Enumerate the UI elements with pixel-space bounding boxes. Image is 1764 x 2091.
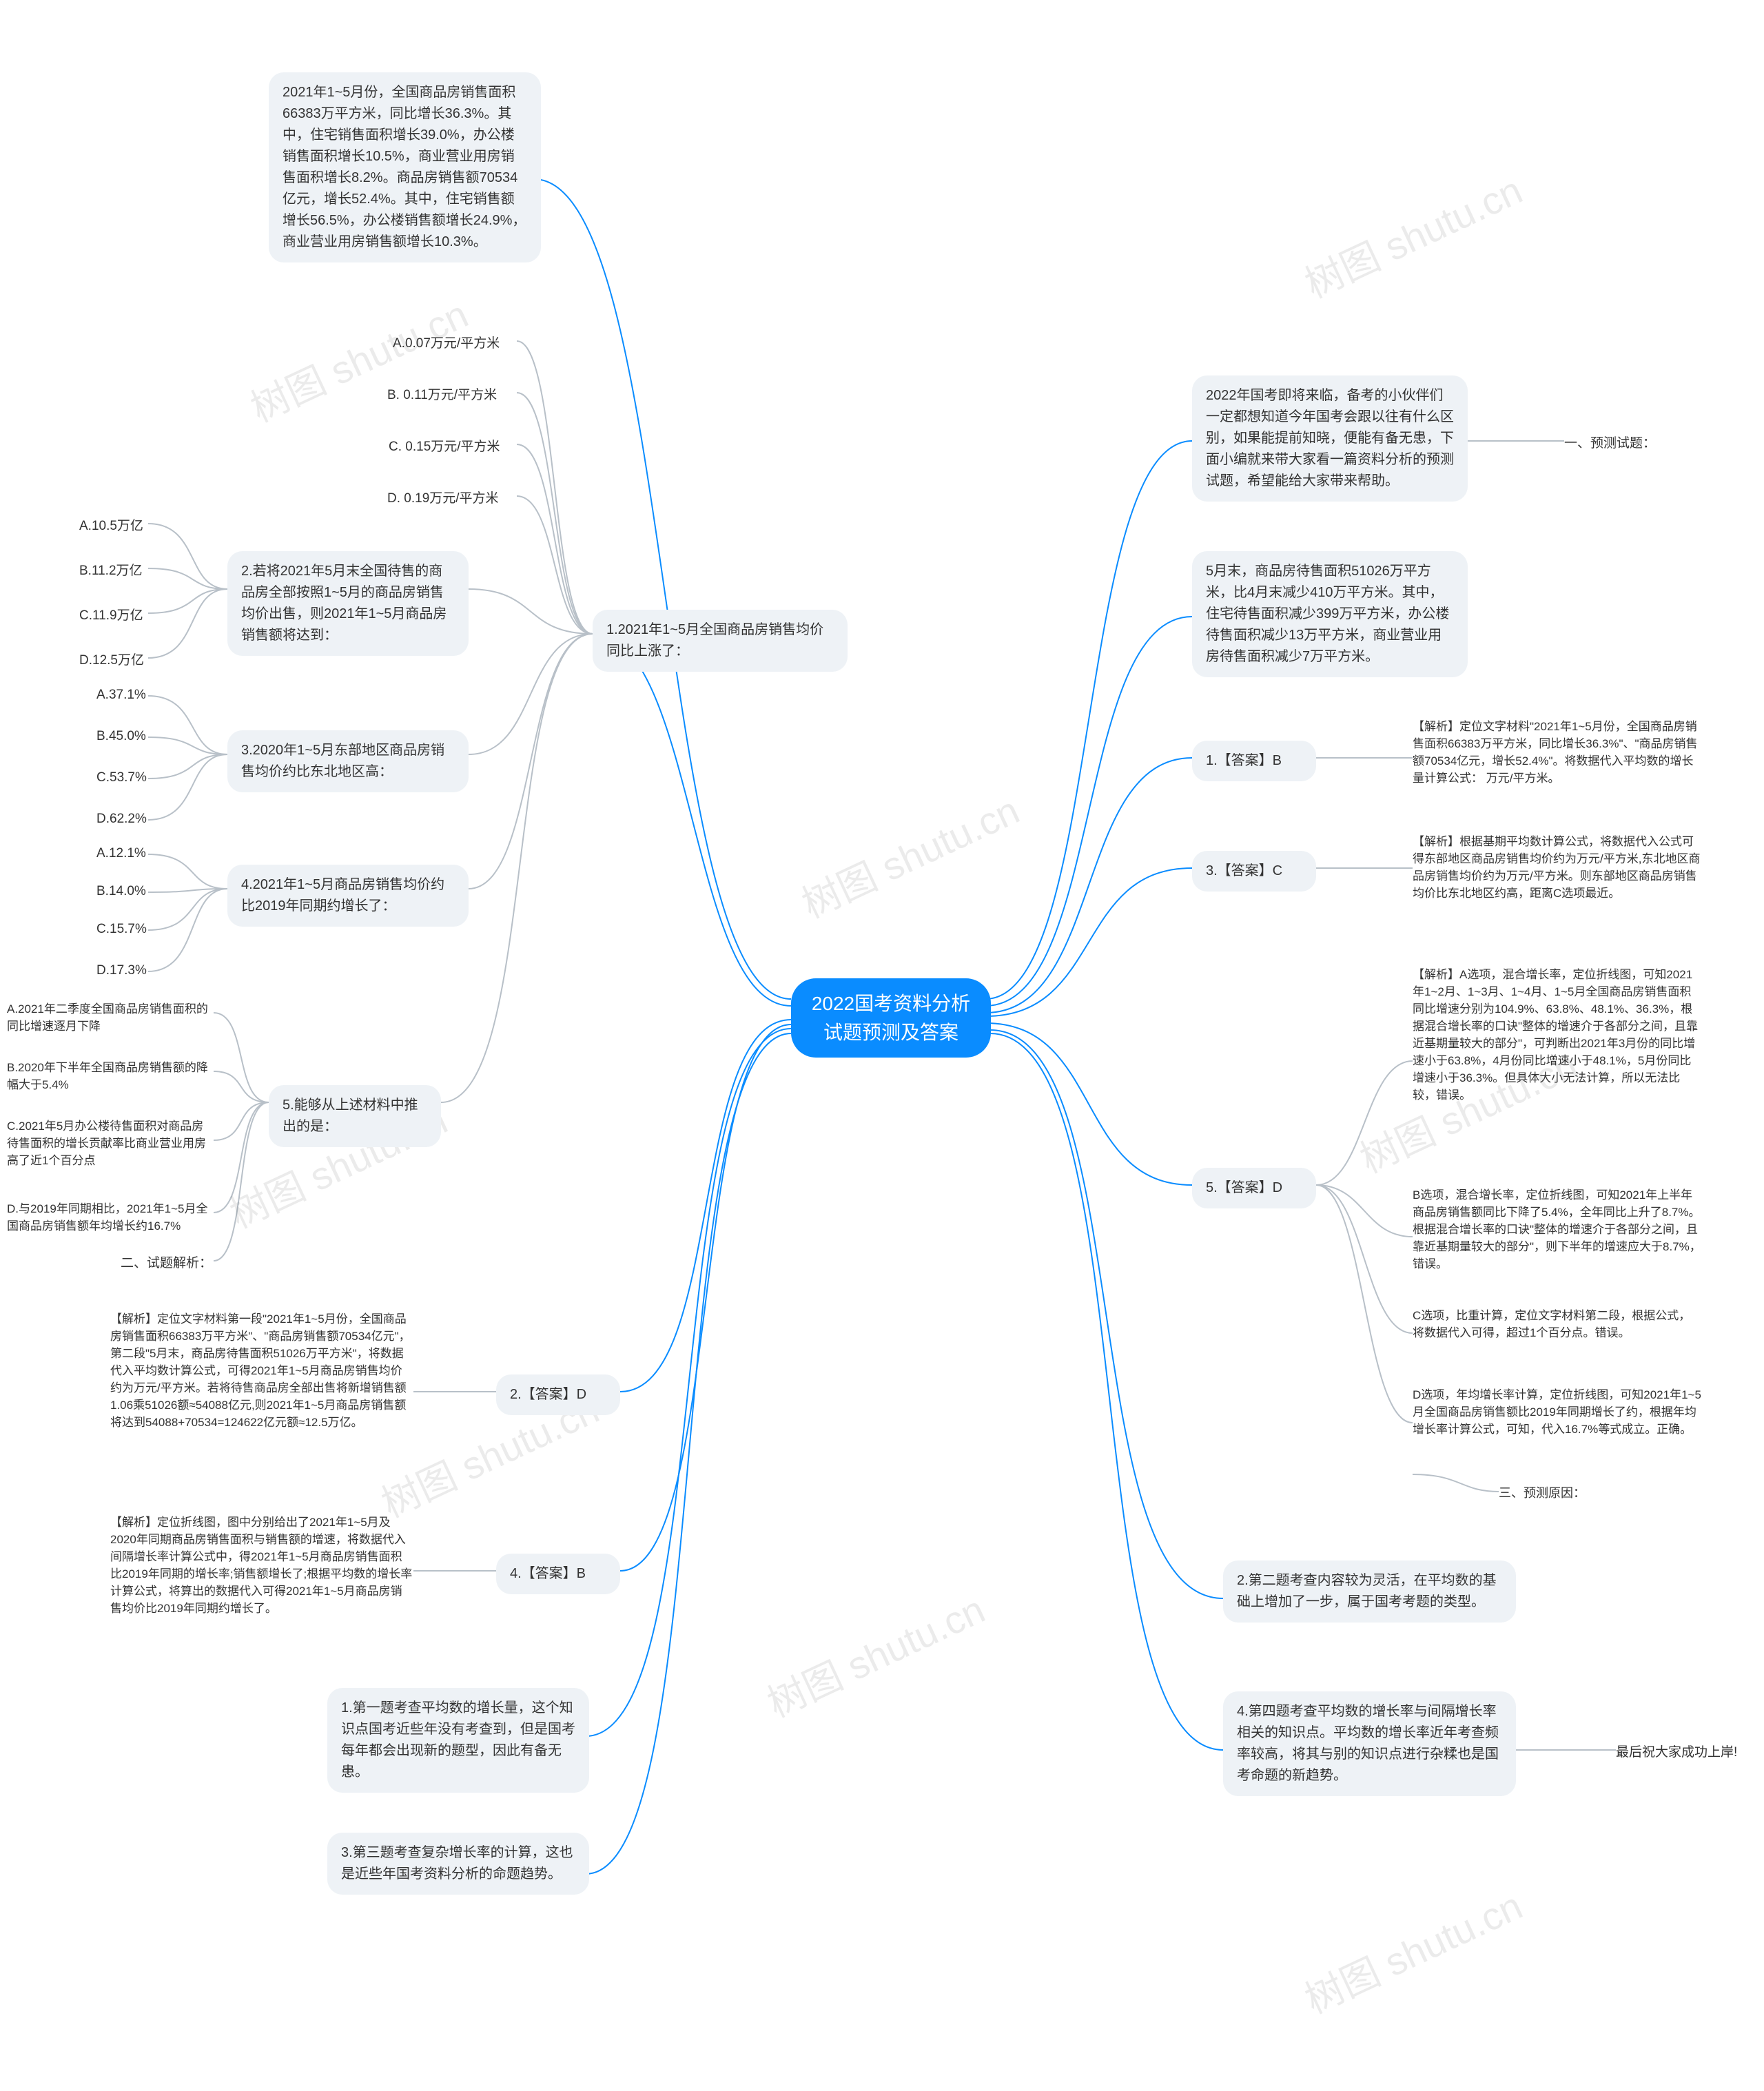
node-para-1[interactable]: 2021年1~5月份，全国商品房销售面积66383万平方米，同比增长36.3%。… [269,72,541,262]
leaf-q1-d: D. 0.19万元/平方米 [387,488,499,506]
node-reason-1[interactable]: 1.第一题考查平均数的增长量，这个知识点国考近些年没有考查到，但是国考每年都会出… [327,1688,589,1793]
node-answer-3[interactable]: 3.【答案】C [1192,851,1316,892]
leaf-q4-c: C.15.7% [96,922,147,937]
leaf-answer-5a: 【解析】A选项，混合增长率，定位折线图，可知2021年1~2月、1~3月、1~4… [1413,965,1702,1102]
leaf-answer-4-expl: 【解析】定位折线图，图中分别给出了2021年1~5月及2020年同期商品房销售面… [110,1512,413,1616]
root-node[interactable]: 2022国考资料分析试题预测及答案 [791,978,991,1058]
leaf-q3-c: C.53.7% [96,770,147,785]
leaf-q2-b: B.11.2万亿 [79,560,143,579]
leaf-answer-5c: C选项，比重计算，定位文字材料第二段，根据公式，将数据代入可得，超过1个百分点。… [1413,1306,1702,1340]
node-answer-2[interactable]: 2.【答案】D [496,1374,620,1415]
node-answer-4[interactable]: 4.【答案】B [496,1554,620,1594]
leaf-q5-c: C.2021年5月办公楼待售面积对商品房待售面积的增长贡献率比商业营业用房高了近… [7,1116,214,1168]
leaf-answer-5b: B选项，混合增长率，定位折线图，可知2021年上半年商品房销售额同比下降了5.4… [1413,1185,1702,1271]
leaf-q5-a: A.2021年二季度全国商品房销售面积的同比增速逐月下降 [7,999,214,1033]
node-answer-5[interactable]: 5.【答案】D [1192,1168,1316,1208]
node-may-data[interactable]: 5月末，商品房待售面积51026万平方米，比4月末减少410万平方米。其中，住宅… [1192,551,1468,677]
leaf-q1-a: A.0.07万元/平方米 [393,333,500,351]
leaf-q4-b: B.14.0% [96,884,146,899]
leaf-q1-c: C. 0.15万元/平方米 [389,436,500,455]
leaf-answer-3-expl: 【解析】根据基期平均数计算公式，将数据代入公式可得东部地区商品房销售均价约为万元… [1413,832,1702,900]
leaf-q2-a: A.10.5万亿 [79,515,143,534]
node-reason-2[interactable]: 2.第二题考查内容较为灵活，在平均数的基础上增加了一步，属于国考考题的类型。 [1223,1560,1516,1623]
watermark: 树图 shutu.cn [792,780,1027,929]
leaf-q2-d: D.12.5万亿 [79,650,144,668]
leaf-section-1: 一、预测试题： [1564,433,1656,451]
node-answer-1[interactable]: 1.【答案】B [1192,741,1316,781]
node-q2[interactable]: 2.若将2021年5月末全国待售的商品房全部按照1~5月的商品房销售均价出售，则… [227,551,469,656]
node-reason-3[interactable]: 3.第三题考查复杂增长率的计算，这也是近些年国考资料分析的命题趋势。 [327,1833,589,1895]
leaf-q2-c: C.11.9万亿 [79,605,143,624]
watermark: 树图 shutu.cn [1295,160,1530,309]
watermark: 树图 shutu.cn [757,1579,993,1729]
leaf-reason-header: 三、预测原因： [1499,1483,1586,1501]
leaf-parse-header: 二、试题解析： [121,1253,212,1271]
leaf-q3-a: A.37.1% [96,688,146,703]
leaf-q3-b: B.45.0% [96,729,146,744]
leaf-answer-5d: D选项，年均增长率计算，定位折线图，可知2021年1~5月全国商品房销售额比20… [1413,1385,1702,1436]
leaf-q1-b: B. 0.11万元/平方米 [387,384,497,403]
node-intro[interactable]: 2022年国考即将来临，备考的小伙伴们一定都想知道今年国考会跟以往有什么区别，如… [1192,375,1468,502]
leaf-answer-2-expl: 【解析】定位文字材料第一段"2021年1~5月份，全国商品房销售面积66383万… [110,1309,413,1430]
node-q5[interactable]: 5.能够从上述材料中推出的是： [269,1085,441,1147]
node-reason-4[interactable]: 4.第四题考查平均数的增长率与间隔增长率相关的知识点。平均数的增长率近年考查频率… [1223,1691,1516,1796]
leaf-q3-d: D.62.2% [96,812,147,827]
leaf-q4-a: A.12.1% [96,846,146,861]
leaf-q5-d: D.与2019年同期相比，2021年1~5月全国商品房销售额年均增长约16.7% [7,1199,214,1233]
watermark: 树图 shutu.cn [240,284,476,433]
leaf-answer-1-expl: 【解析】定位文字材料"2021年1~5月份，全国商品房销售面积66383万平方米… [1413,717,1702,785]
watermark: 树图 shutu.cn [1295,1875,1530,2025]
node-q1[interactable]: 1.2021年1~5月全国商品房销售均价同比上涨了： [593,610,848,672]
leaf-q5-b: B.2020年下半年全国商品房销售额的降幅大于5.4% [7,1058,214,1092]
leaf-q4-d: D.17.3% [96,963,147,978]
leaf-finish: 最后祝大家成功上岸! [1616,1742,1737,1760]
node-q4[interactable]: 4.2021年1~5月商品房销售均价约比2019年同期约增长了： [227,865,469,927]
node-q3[interactable]: 3.2020年1~5月东部地区商品房销售均价约比东北地区高： [227,730,469,792]
